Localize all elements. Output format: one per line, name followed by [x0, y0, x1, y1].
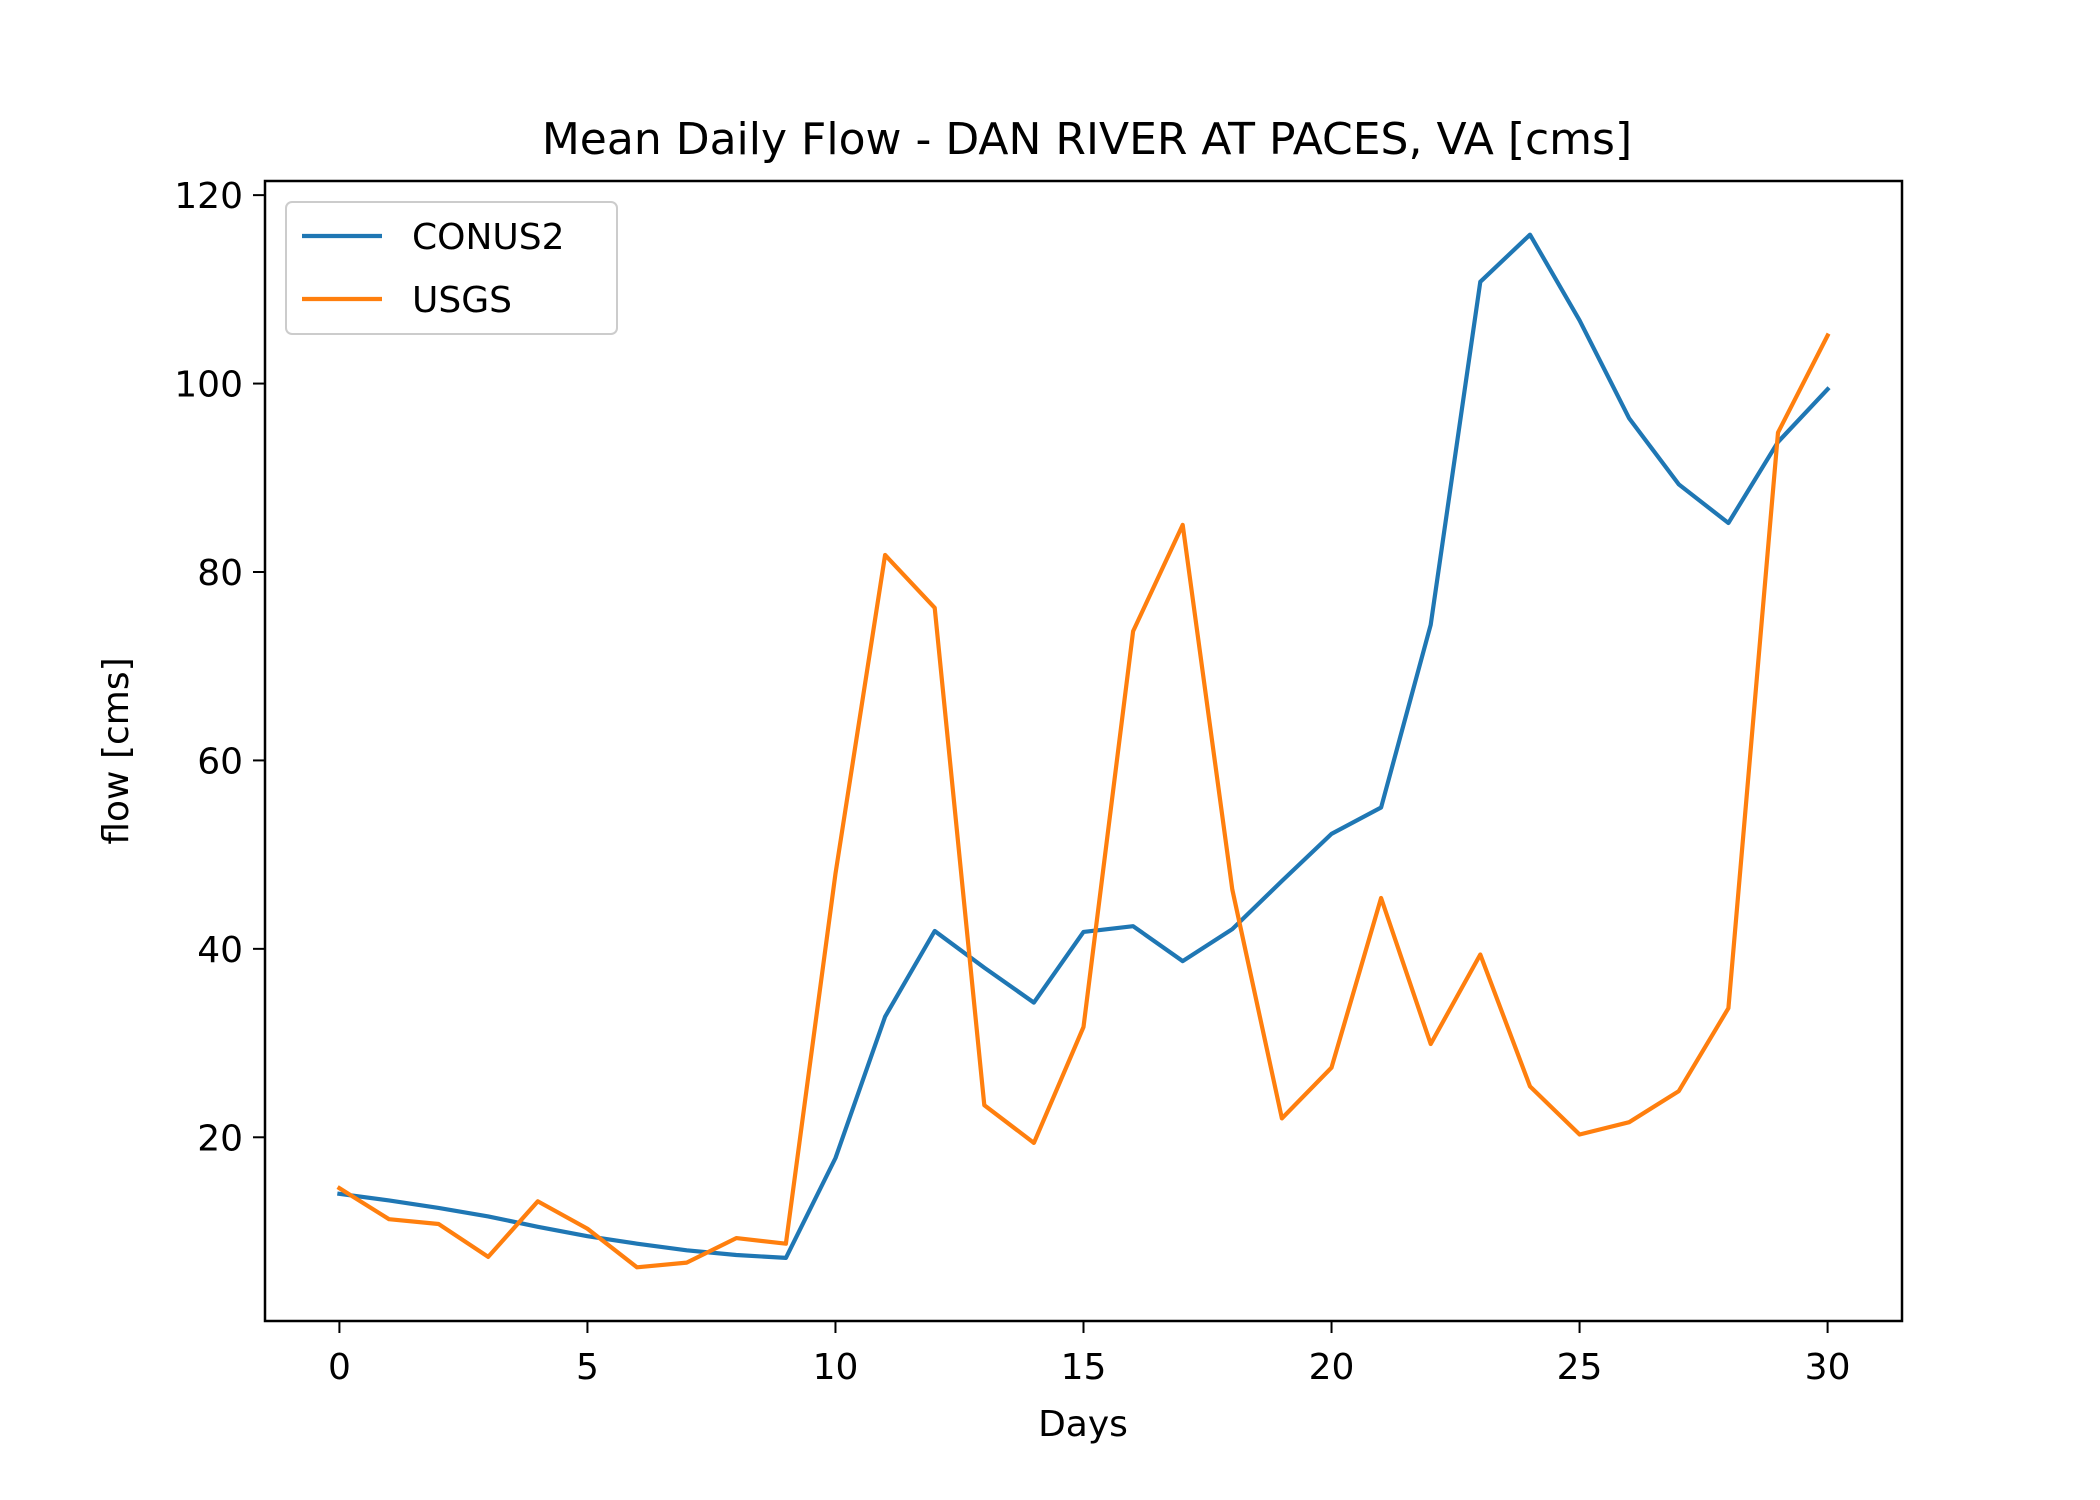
y-tick-label: 100 — [174, 365, 243, 406]
legend: CONUS2 USGS — [285, 201, 618, 335]
ticks-layer: 0 5 10 15 20 25 30 20 40 60 80 100 120 — [174, 176, 1850, 1388]
series-line-conus2 — [337, 232, 1831, 1261]
legend-label-conus2: CONUS2 — [412, 217, 565, 258]
x-tick-label: 25 — [1557, 1347, 1603, 1388]
y-tick-label: 120 — [174, 176, 243, 217]
y-tick-label: 80 — [197, 553, 243, 594]
legend-label-usgs: USGS — [412, 280, 512, 321]
chart-title: Mean Daily Flow - DAN RIVER AT PACES, VA… — [542, 114, 1632, 165]
x-tick-label: 30 — [1805, 1347, 1851, 1388]
series-line-usgs — [336, 332, 1831, 1270]
y-tick-label: 40 — [197, 930, 243, 971]
y-tick-label: 20 — [197, 1118, 243, 1159]
x-tick-label: 20 — [1309, 1347, 1355, 1388]
x-tick-label: 10 — [813, 1347, 859, 1388]
y-axis-label: flow [cms] — [96, 657, 137, 844]
series-layer — [336, 232, 1831, 1270]
x-tick-label: 5 — [576, 1347, 599, 1388]
x-tick-label: 15 — [1061, 1347, 1107, 1388]
y-tick-label: 60 — [197, 741, 243, 782]
x-axis-label: Days — [1038, 1404, 1128, 1445]
x-tick-label: 0 — [328, 1347, 351, 1388]
